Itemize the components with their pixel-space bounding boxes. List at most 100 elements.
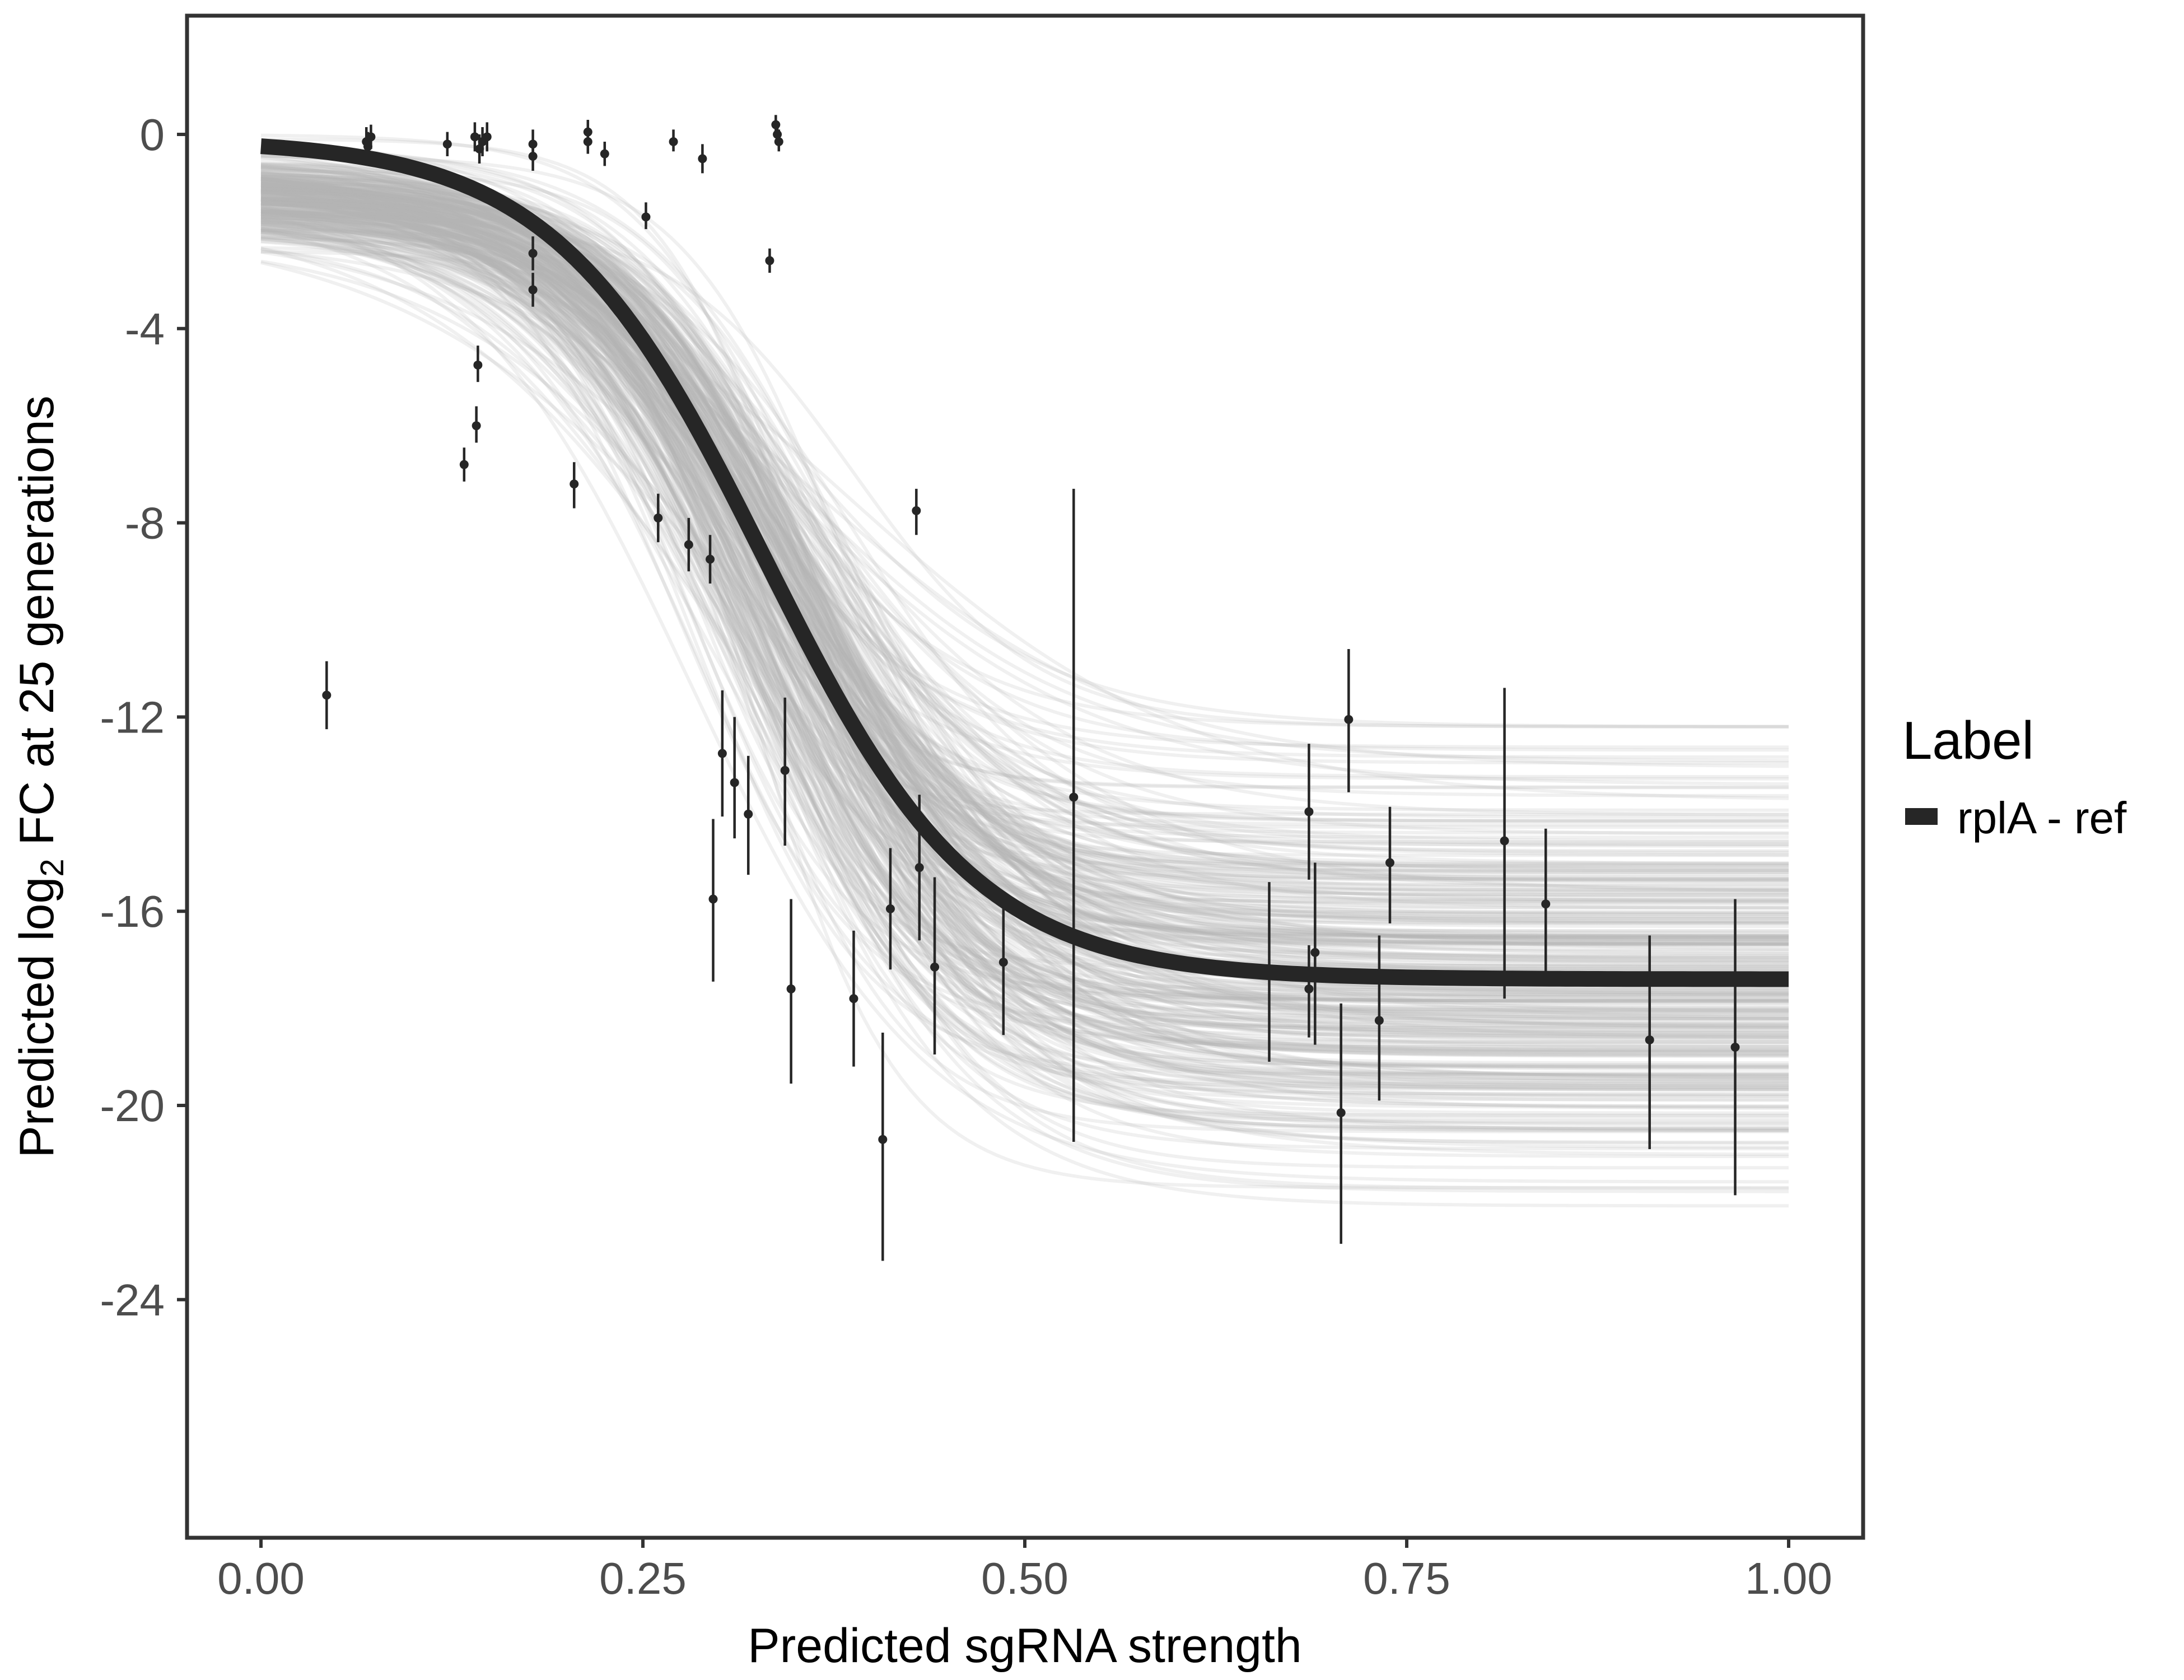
posterior-draw-line [260, 188, 1789, 898]
posterior-draw-line [260, 218, 1789, 926]
posterior-draw-line [260, 182, 1789, 843]
posterior-draw-line [260, 202, 1789, 1025]
posterior-draw-line [260, 217, 1789, 1055]
posterior-draw-line [260, 237, 1789, 942]
posterior-draw-line [260, 151, 1789, 1090]
posterior-draw-line [260, 215, 1789, 939]
x-axis: 0.00 0.25 0.50 0.75 1.00 [217, 1538, 1832, 1603]
y-axis-title: Predicted log2 FC at 25 generations [10, 395, 71, 1158]
posterior-draw-line [260, 178, 1789, 964]
posterior-draw-line [260, 196, 1789, 1025]
fit-curve [260, 138, 1789, 987]
posterior-draw-line [260, 222, 1789, 1070]
data-point [669, 137, 678, 147]
posterior-draw-line [260, 209, 1789, 1102]
data-point [654, 513, 663, 522]
posterior-draw-line [260, 214, 1789, 1039]
posterior-draw-line [260, 226, 1789, 1010]
posterior-draw-line [260, 153, 1789, 1015]
posterior-draw-line [260, 176, 1789, 1081]
posterior-draw-line [260, 190, 1789, 1149]
posterior-draw-line [260, 230, 1789, 763]
data-point [1304, 984, 1314, 993]
data-point [708, 894, 718, 904]
posterior-draw-line [260, 226, 1789, 962]
posterior-draw-line [260, 213, 1789, 1184]
data-point [482, 132, 492, 142]
posterior-draw-line [260, 181, 1789, 1084]
posterior-draw-line [260, 246, 1789, 1080]
posterior-draw-line [260, 178, 1789, 1012]
posterior-draw-line [260, 231, 1789, 928]
posterior-draw-line [260, 184, 1789, 893]
posterior-draw-line [260, 194, 1789, 1156]
posterior-draw-line [260, 179, 1789, 1004]
posterior-draw-line [260, 220, 1789, 854]
posterior-draw-line [260, 214, 1789, 1193]
posterior-draw-line [260, 228, 1789, 1033]
posterior-draw-line [260, 198, 1789, 1083]
posterior-draw-line [260, 215, 1789, 946]
x-tick-label: 0.00 [217, 1553, 305, 1603]
posterior-draw-line [260, 139, 1789, 1037]
posterior-draw-line [260, 172, 1789, 997]
legend-title: Label [1902, 711, 2034, 771]
posterior-draw-line [260, 216, 1789, 1080]
data-point [998, 958, 1008, 967]
data-point [774, 137, 783, 147]
posterior-draw-line [260, 198, 1789, 920]
data-point [849, 994, 858, 1004]
posterior-draw-line [260, 228, 1789, 1048]
posterior-draw-line [260, 187, 1789, 902]
posterior-draw-line [260, 231, 1789, 1071]
data-point [528, 285, 538, 295]
posterior-draw-line [260, 237, 1789, 1109]
data-point [1310, 948, 1320, 957]
posterior-draw-line [260, 210, 1789, 827]
data-point [366, 132, 376, 142]
posterior-draw-line [260, 240, 1789, 997]
posterior-draw-line [260, 193, 1789, 1085]
y-tick-label: 0 [140, 110, 165, 160]
posterior-draw-line [260, 212, 1789, 781]
posterior-draw-line [260, 162, 1789, 1047]
posterior-draw-line [260, 209, 1789, 1052]
posterior-draw-line [260, 154, 1789, 884]
posterior-draw-line [260, 188, 1789, 1016]
posterior-draw-line [260, 196, 1789, 812]
posterior-draw-line [260, 198, 1789, 1089]
data-point [744, 809, 753, 819]
posterior-draw-line [260, 186, 1789, 875]
data-point [1645, 1035, 1654, 1044]
posterior-draw-line [260, 228, 1789, 1058]
data-point [914, 863, 924, 872]
posterior-draw-line [260, 188, 1789, 892]
posterior-draw-line [260, 222, 1789, 765]
data-point [780, 766, 790, 775]
posterior-draw-line [260, 210, 1789, 866]
posterior-draw-line [260, 211, 1789, 1020]
posterior-draw-line [260, 206, 1789, 1069]
posterior-draw-line [260, 216, 1789, 917]
data-point [771, 120, 781, 129]
posterior-draw-line [260, 190, 1789, 1133]
posterior-draw-line [260, 188, 1789, 964]
posterior-draw-line [260, 236, 1789, 1115]
posterior-draw-line [260, 227, 1789, 939]
posterior-draw-line [260, 234, 1789, 1068]
posterior-draw-line [260, 185, 1789, 1130]
posterior-draw-line [260, 195, 1789, 1067]
posterior-draw-line [260, 204, 1789, 1208]
y-axis-title-main: Predicted log [10, 877, 64, 1158]
posterior-draw-line [260, 197, 1789, 1049]
posterior-draw-line [260, 192, 1789, 906]
posterior-draw-line [260, 212, 1789, 881]
posterior-draw-line [260, 228, 1789, 1003]
posterior-draw-line [260, 198, 1789, 1091]
posterior-draw-line [260, 198, 1789, 947]
posterior-draw-line [260, 200, 1789, 994]
posterior-draw-line [260, 207, 1789, 972]
data-point [570, 479, 579, 489]
posterior-draw-line [260, 239, 1789, 857]
posterior-draw-line [260, 191, 1789, 1098]
